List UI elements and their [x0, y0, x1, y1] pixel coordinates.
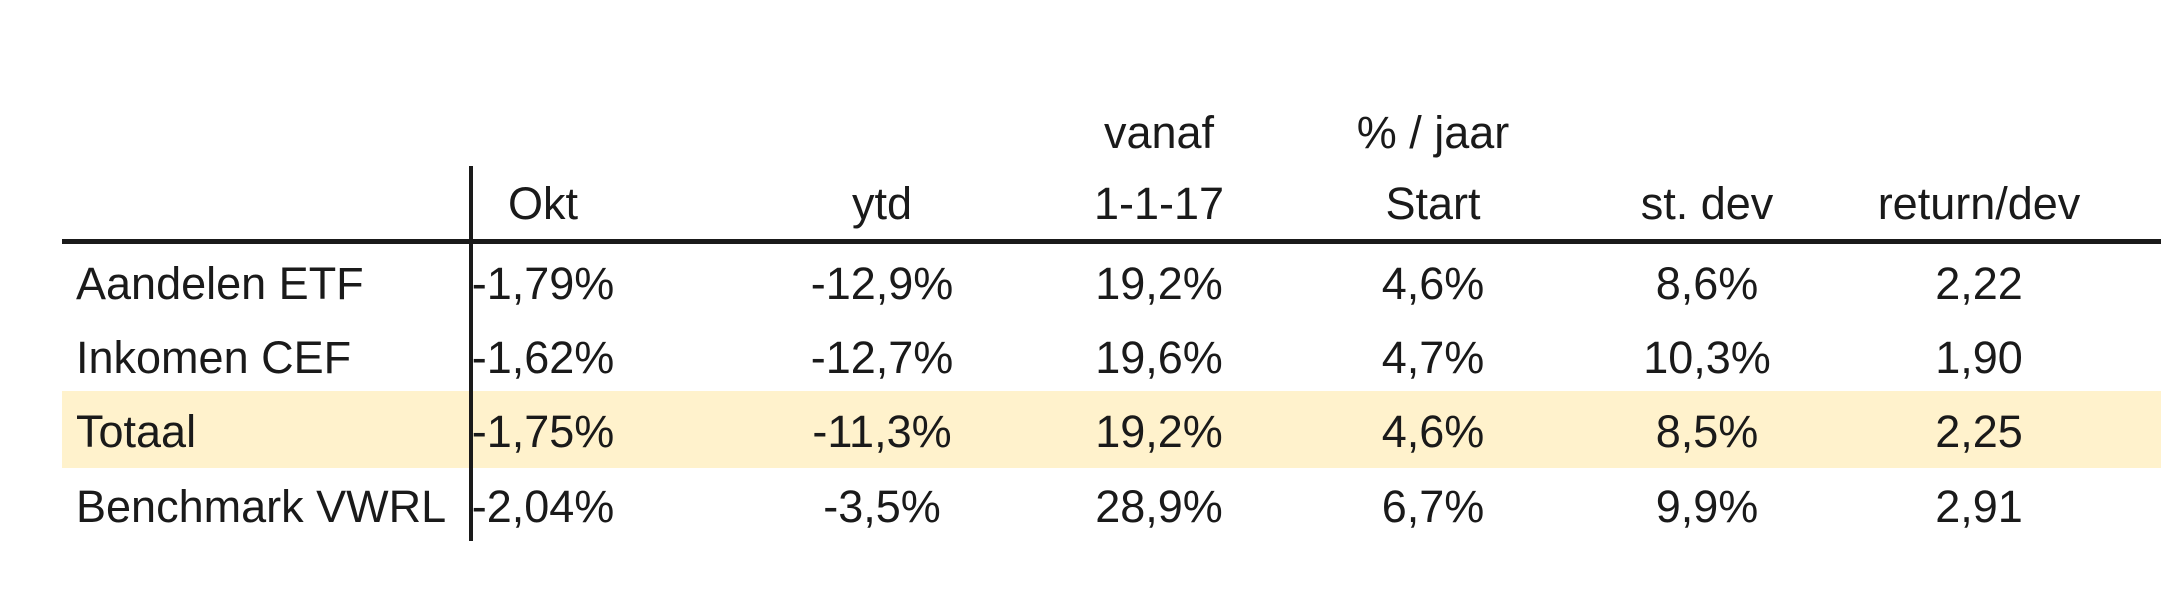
header-ytd: ytd	[851, 178, 913, 229]
table-cell: 19,2%	[1095, 258, 1223, 309]
table-cell: 6,7%	[1381, 481, 1485, 532]
header-top-since: vanaf	[1103, 107, 1215, 158]
table-cell: -1,79%	[471, 258, 615, 309]
table-cell: -12,7%	[810, 332, 954, 383]
row-label-benchmark-vwrl: Benchmark VWRL	[76, 481, 447, 532]
table-cell: -1,75%	[471, 406, 615, 457]
table-cell: 8,5%	[1655, 406, 1759, 457]
table-cell: -1,62%	[471, 332, 615, 383]
total-row-highlight	[62, 391, 2161, 468]
table-cell: 19,6%	[1095, 332, 1223, 383]
table-cell: 19,2%	[1095, 406, 1223, 457]
header-okt: Okt	[507, 178, 578, 229]
table-cell: 4,7%	[1381, 332, 1485, 383]
header-since-date: 1-1-17	[1093, 178, 1225, 229]
header-return-dev: return/dev	[1877, 178, 2081, 229]
table-cell: 28,9%	[1095, 481, 1223, 532]
table-cell: -12,9%	[810, 258, 954, 309]
table-cell: -3,5%	[823, 481, 941, 532]
returns-table: vanaf % / jaar Okt ytd 1-1-17 Start st. …	[62, 0, 2161, 599]
header-top-per-year: % / jaar	[1356, 107, 1510, 158]
row-label-totaal: Totaal	[76, 406, 197, 457]
table-cell: 9,9%	[1655, 481, 1759, 532]
table-cell: 2,25	[1935, 406, 2023, 457]
table-cell: 1,90	[1935, 332, 2023, 383]
table-cell: 4,6%	[1381, 406, 1485, 457]
table-cell: 4,6%	[1381, 258, 1485, 309]
header-rule	[62, 239, 2161, 244]
table-cell: -2,04%	[471, 481, 615, 532]
table-cell: 10,3%	[1643, 332, 1771, 383]
table-cell: -11,3%	[812, 406, 952, 457]
table-cell: 8,6%	[1655, 258, 1759, 309]
table-cell: 2,91	[1935, 481, 2023, 532]
header-st-dev: st. dev	[1640, 178, 1774, 229]
row-label-inkomen-cef: Inkomen CEF	[76, 332, 352, 383]
row-label-aandelen-etf: Aandelen ETF	[76, 258, 364, 309]
table-cell: 2,22	[1935, 258, 2023, 309]
header-start: Start	[1385, 178, 1481, 229]
label-column-rule	[469, 166, 473, 541]
